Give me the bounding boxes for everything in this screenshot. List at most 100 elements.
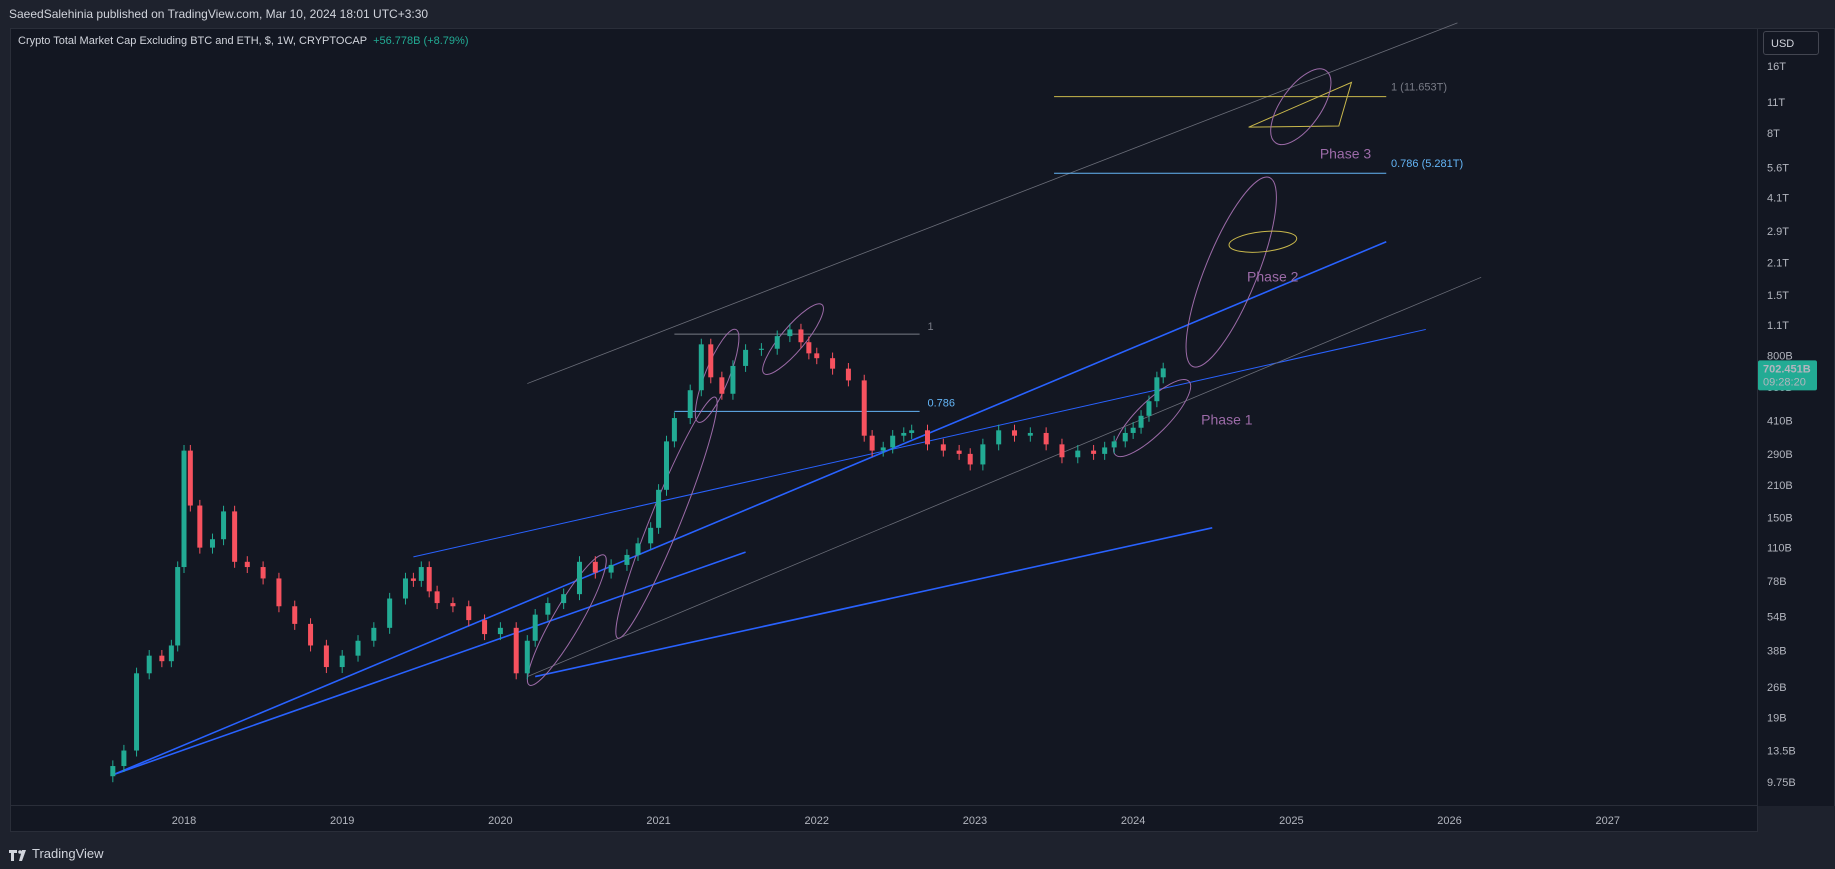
- candle-body: [909, 430, 915, 433]
- candle-body: [830, 358, 836, 369]
- time-tick-label: 2019: [330, 815, 354, 827]
- price-tick-label: 110B: [1767, 543, 1792, 555]
- candle-body: [635, 543, 641, 555]
- time-tick-label: 2025: [1279, 815, 1303, 827]
- time-tick-label: 2021: [646, 815, 670, 827]
- price-tick-label: 2.1T: [1767, 257, 1789, 269]
- candle-body: [996, 430, 1002, 445]
- candle-body: [1111, 441, 1117, 448]
- candle-body: [1122, 432, 1128, 442]
- time-tick-label: 2026: [1437, 815, 1461, 827]
- trendline-lower-channel-ext: [535, 527, 1213, 678]
- candle-body: [323, 645, 329, 668]
- candle-body: [806, 342, 812, 354]
- fib-upper-level-1-label: 1 (11.653T): [1391, 82, 1447, 94]
- symbol-legend: Crypto Total Market Cap Excluding BTC an…: [18, 35, 468, 47]
- chart-pane[interactable]: [10, 28, 1758, 806]
- candle-body: [545, 603, 551, 615]
- candle-body: [513, 627, 519, 674]
- candle-body: [956, 450, 962, 454]
- candle-body: [1043, 432, 1049, 445]
- candle-body: [146, 655, 152, 674]
- price-tick-label: 9.75B: [1767, 777, 1796, 789]
- guide-line-upper: [527, 22, 1458, 384]
- candle-body: [663, 441, 669, 490]
- candle-body: [434, 591, 440, 604]
- candle-body: [497, 627, 503, 635]
- time-tick-label: 2018: [172, 815, 196, 827]
- candle-body: [576, 561, 582, 595]
- price-tick-label: 290B: [1767, 449, 1793, 461]
- phase-ellipse-2021b: [694, 328, 740, 423]
- candle-body: [608, 564, 614, 573]
- price-tick-label: 4.1T: [1767, 193, 1789, 205]
- time-tick-label: 2024: [1121, 815, 1145, 827]
- candle-body: [209, 539, 215, 548]
- candle-body: [1130, 427, 1136, 433]
- candle-body: [402, 578, 408, 599]
- price-tick-label: 16T: [1767, 61, 1786, 73]
- price-tick-label: 11T: [1767, 97, 1785, 109]
- candle-body: [168, 645, 174, 662]
- candle-body: [466, 606, 472, 621]
- candle-body: [450, 603, 456, 607]
- price-tick-label: 78B: [1767, 576, 1787, 588]
- time-tick-label: 2022: [805, 815, 829, 827]
- trendline-lower-channel: [112, 551, 746, 776]
- candle-body: [1102, 447, 1108, 454]
- time-scale[interactable]: [10, 806, 1758, 832]
- candle-body: [758, 348, 764, 350]
- candle-body: [730, 365, 736, 394]
- footer: TradingView: [0, 836, 1835, 869]
- candle-body: [221, 511, 227, 540]
- candle-body: [175, 567, 181, 646]
- phase-ellipse-phase2: [1185, 176, 1277, 368]
- candle-body: [339, 655, 345, 668]
- candle-body: [260, 567, 266, 579]
- candle-body: [187, 450, 193, 506]
- phase-3-label: Phase 3: [1320, 146, 1372, 162]
- phase-1-label: Phase 1: [1201, 411, 1253, 427]
- candle-body: [880, 447, 886, 451]
- price-tick-label: 410B: [1767, 415, 1793, 427]
- price-tick-label: 1.5T: [1767, 290, 1789, 302]
- candle-body: [159, 655, 165, 662]
- candle-body: [845, 368, 851, 381]
- candle-body: [410, 578, 416, 581]
- trendline-upper-channel: [112, 241, 1387, 776]
- candle-body: [1160, 368, 1166, 378]
- price-tick-label: 2.9T: [1767, 226, 1789, 238]
- candle-body: [624, 554, 630, 565]
- candle-body: [308, 623, 314, 646]
- candle-body: [1154, 377, 1160, 402]
- price-tick-label: 19B: [1767, 712, 1787, 724]
- candle-body: [1012, 430, 1018, 436]
- candle-body: [1059, 444, 1065, 458]
- publish-header: SaeedSalehinia published on TradingView.…: [0, 0, 1835, 28]
- guide-line-lower: [527, 276, 1482, 677]
- fib-lower-level-1-label: 1: [928, 321, 934, 333]
- candle-body: [1075, 450, 1081, 458]
- candle-body: [787, 329, 793, 337]
- price-tick-label: 150B: [1767, 513, 1793, 525]
- phase-ellipse-phase1: [1113, 379, 1192, 458]
- fib-upper-level-0786-label: 0.786 (5.281T): [1391, 158, 1463, 170]
- trendline-mid-channel: [413, 328, 1426, 558]
- candle-body: [648, 527, 654, 544]
- candle-body: [901, 432, 907, 436]
- candle-body: [1027, 432, 1033, 436]
- price-tick-label: 38B: [1767, 645, 1787, 657]
- candle-body: [687, 390, 693, 419]
- candle-body: [418, 567, 424, 581]
- candle-body: [925, 430, 931, 445]
- currency-button[interactable]: USD: [1763, 31, 1819, 55]
- phase-2-label: Phase 2: [1247, 268, 1299, 284]
- tradingview-brand: TradingView: [32, 846, 104, 861]
- candle-body: [371, 627, 377, 641]
- candle-body: [592, 561, 598, 573]
- phase-ellipse-2021c: [762, 303, 824, 375]
- candle-body: [774, 336, 780, 349]
- candle-body: [798, 329, 804, 343]
- candle-body: [1146, 401, 1152, 416]
